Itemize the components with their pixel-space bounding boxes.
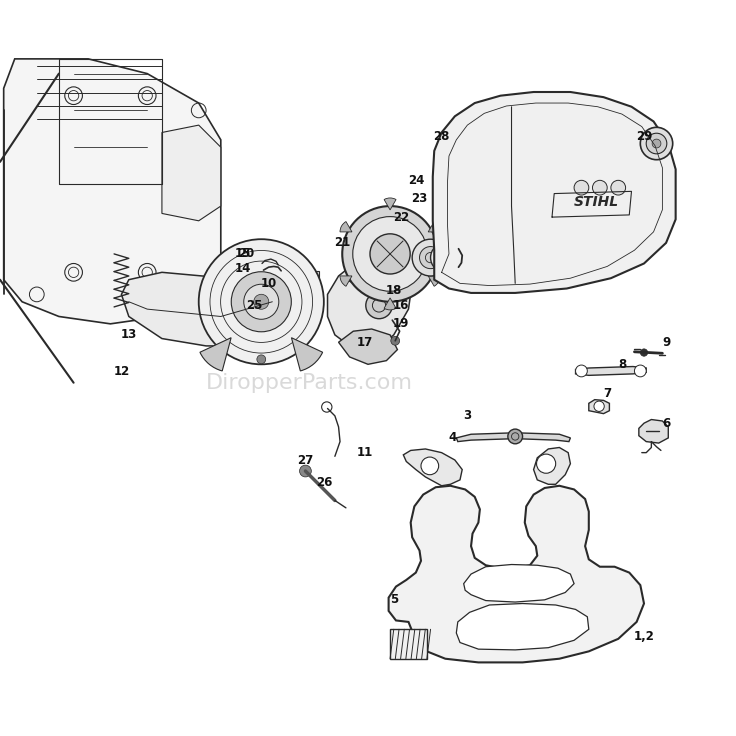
Text: 8: 8 xyxy=(618,358,626,371)
Polygon shape xyxy=(456,433,570,442)
Polygon shape xyxy=(403,449,462,486)
Wedge shape xyxy=(384,198,396,210)
Polygon shape xyxy=(389,486,644,662)
Circle shape xyxy=(370,234,410,274)
Circle shape xyxy=(594,401,604,411)
Text: 14: 14 xyxy=(235,262,251,275)
Text: 29: 29 xyxy=(636,130,652,143)
Polygon shape xyxy=(292,282,319,293)
Text: DiropperParts.com: DiropperParts.com xyxy=(205,372,413,393)
Circle shape xyxy=(537,454,556,473)
Polygon shape xyxy=(589,400,609,414)
Circle shape xyxy=(508,429,523,444)
Text: 6: 6 xyxy=(662,417,670,430)
Circle shape xyxy=(640,127,673,160)
Text: 26: 26 xyxy=(316,475,332,489)
Polygon shape xyxy=(162,125,221,221)
Polygon shape xyxy=(121,272,294,346)
Text: 1,2: 1,2 xyxy=(634,630,654,643)
Circle shape xyxy=(652,139,661,148)
Polygon shape xyxy=(390,629,427,659)
Circle shape xyxy=(412,239,449,276)
Circle shape xyxy=(421,457,439,475)
Text: 11: 11 xyxy=(356,446,372,459)
Text: 12: 12 xyxy=(113,365,130,378)
Text: 22: 22 xyxy=(393,210,409,224)
Circle shape xyxy=(436,249,454,266)
Circle shape xyxy=(231,272,291,332)
Wedge shape xyxy=(200,338,231,371)
Text: 10: 10 xyxy=(261,277,277,290)
Text: 7: 7 xyxy=(603,387,612,400)
Circle shape xyxy=(254,294,269,309)
Polygon shape xyxy=(339,329,397,364)
Text: 9: 9 xyxy=(662,336,670,349)
Circle shape xyxy=(634,365,646,377)
Text: 20: 20 xyxy=(238,247,255,261)
Wedge shape xyxy=(340,276,352,286)
Circle shape xyxy=(576,365,587,377)
Circle shape xyxy=(366,292,392,319)
Wedge shape xyxy=(428,222,440,232)
Polygon shape xyxy=(456,604,589,650)
Wedge shape xyxy=(428,276,440,286)
Text: 5: 5 xyxy=(389,593,398,606)
Circle shape xyxy=(199,239,324,364)
Text: 18: 18 xyxy=(386,284,402,297)
Text: STIHL: STIHL xyxy=(573,195,619,210)
Polygon shape xyxy=(292,271,319,282)
Circle shape xyxy=(244,284,279,319)
Circle shape xyxy=(646,133,667,154)
Circle shape xyxy=(342,206,438,302)
Text: 13: 13 xyxy=(121,328,137,342)
Text: 28: 28 xyxy=(434,130,450,143)
Text: 24: 24 xyxy=(408,174,424,187)
Circle shape xyxy=(611,180,626,195)
Circle shape xyxy=(391,336,400,345)
Polygon shape xyxy=(534,447,570,484)
Circle shape xyxy=(300,465,311,477)
Polygon shape xyxy=(292,293,319,304)
Polygon shape xyxy=(639,420,668,443)
Text: 19: 19 xyxy=(393,317,409,330)
Text: 25: 25 xyxy=(246,299,262,312)
Polygon shape xyxy=(328,258,412,350)
Circle shape xyxy=(353,216,428,291)
Text: 15: 15 xyxy=(235,247,251,261)
Polygon shape xyxy=(350,247,401,289)
Circle shape xyxy=(640,349,648,356)
Text: 27: 27 xyxy=(297,453,314,467)
Text: 3: 3 xyxy=(463,409,472,422)
Wedge shape xyxy=(384,298,396,310)
Polygon shape xyxy=(4,59,221,324)
Text: 4: 4 xyxy=(448,431,457,445)
Wedge shape xyxy=(340,222,352,232)
Circle shape xyxy=(592,180,607,195)
Polygon shape xyxy=(576,367,646,375)
Polygon shape xyxy=(433,92,676,293)
Text: 21: 21 xyxy=(334,236,350,250)
Text: 23: 23 xyxy=(411,192,428,205)
Text: 17: 17 xyxy=(356,336,372,349)
Circle shape xyxy=(257,355,266,364)
Wedge shape xyxy=(291,338,322,371)
Text: 16: 16 xyxy=(393,299,409,312)
Circle shape xyxy=(420,247,442,269)
Circle shape xyxy=(431,243,460,272)
Polygon shape xyxy=(464,565,574,602)
Circle shape xyxy=(574,180,589,195)
